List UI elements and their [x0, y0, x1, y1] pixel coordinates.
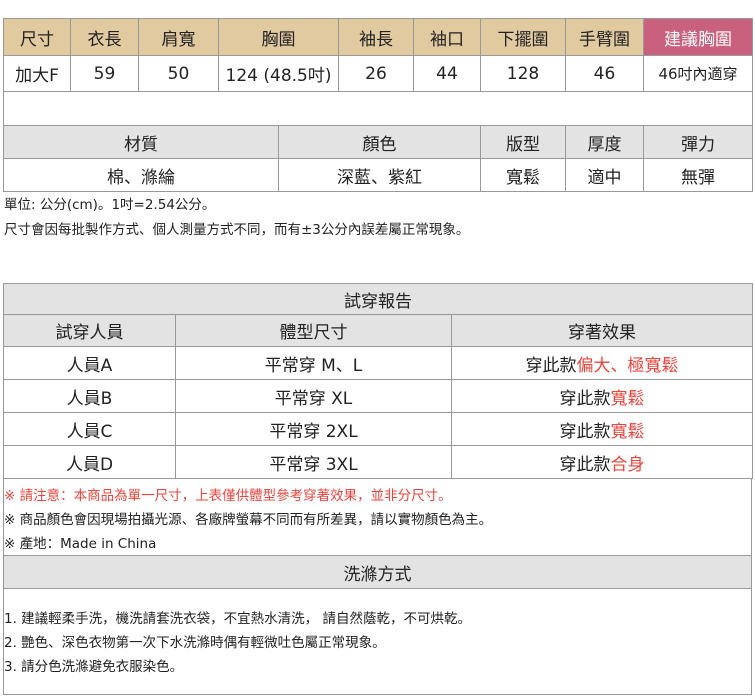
cell: 59 [70, 55, 139, 92]
fit-effect: 穿此款偏大、極寬鬆 [451, 346, 753, 380]
header-cell-highlight: 建議胸圍 [643, 18, 753, 56]
cell: 46吋內適穿 [643, 55, 753, 92]
fit-effect: 穿此款寬鬆 [451, 379, 753, 413]
effect-value: 偏大、極寬鬆 [576, 355, 679, 376]
person: 人員C [3, 412, 176, 446]
header-cell: 胸圍 [218, 18, 339, 56]
header-cell: 彈力 [643, 125, 753, 159]
washing-box [3, 588, 752, 695]
cell: 無彈 [643, 158, 753, 192]
fit-report-table: 試穿報告 試穿人員 體型尺寸 穿著效果 人員A 平常穿 M、L 穿此款偏大、極寬鬆 … [3, 283, 753, 479]
header-cell: 穿著效果 [451, 314, 753, 347]
unit-note: 單位: 公分(cm)。1吋=2.54公分。 [4, 197, 216, 213]
header-cell: 袖口 [413, 18, 481, 56]
person: 人員A [3, 346, 176, 380]
header-cell: 版型 [480, 125, 566, 159]
cell: 26 [338, 55, 414, 92]
washing-item: 1. 建議輕柔手洗，機洗請套洗衣袋，不宜熱水清洗， 請自然蔭乾，不可烘乾。 [4, 611, 471, 627]
cell: 適中 [565, 158, 644, 192]
fit-report-title: 試穿報告 [3, 283, 753, 315]
washing-title-table: 洗滌方式 [3, 555, 752, 589]
effect-prefix: 穿此款 [525, 355, 577, 376]
effect-prefix: 穿此款 [559, 454, 611, 475]
person: 人員D [3, 445, 176, 479]
header-cell: 尺寸 [3, 18, 71, 56]
fit-effect: 穿此款寬鬆 [451, 412, 753, 446]
effect-prefix: 穿此款 [559, 388, 611, 409]
cell: 44 [413, 55, 481, 92]
cell: 寬鬆 [480, 158, 566, 192]
washing-item: 3. 請分色洗滌避免衣服染色。 [4, 659, 184, 675]
washing-title: 洗滌方式 [3, 555, 752, 589]
effect-value: 寬鬆 [610, 388, 645, 409]
header-cell: 體型尺寸 [175, 314, 452, 347]
header-cell: 顏色 [278, 125, 481, 159]
header-cell: 材質 [3, 125, 279, 159]
color-note: ※ 商品顏色會因現場拍攝光源、各廠牌螢幕不同而有所差異，請以實物顏色為主。 [4, 512, 493, 528]
single-size-note: ※ 請注意：本商品為單一尺寸，上表僅供體型參考穿著效果，並非分尺寸。 [4, 488, 452, 504]
header-cell: 厚度 [565, 125, 644, 159]
cell: 50 [138, 55, 219, 92]
body-size: 平常穿 M、L [175, 346, 452, 380]
body-size: 平常穿 3XL [175, 445, 452, 479]
cell: 深藍、紫紅 [278, 158, 481, 192]
header-cell: 試穿人員 [3, 314, 176, 347]
header-cell: 手臂圍 [565, 18, 644, 56]
fit-effect: 穿此款合身 [451, 445, 753, 479]
header-cell: 下擺圍 [480, 18, 566, 56]
spec-table: 材質 顏色 版型 厚度 彈力 棉、滌綸 深藍、紫紅 寬鬆 適中 無彈 [3, 125, 753, 192]
person: 人員B [3, 379, 176, 413]
header-cell: 肩寬 [138, 18, 219, 56]
header-cell: 衣長 [70, 18, 139, 56]
effect-value: 寬鬆 [610, 421, 645, 442]
header-cell: 袖長 [338, 18, 414, 56]
size-table: 尺寸 衣長 肩寬 胸圍 袖長 袖口 下擺圍 手臂圍 建議胸圍 加大F 59 50… [3, 18, 753, 126]
spacer-row [3, 91, 753, 126]
cell: 加大F [3, 55, 71, 92]
body-size: 平常穿 XL [175, 379, 452, 413]
tolerance-note: 尺寸會因每批製作方式、個人測量方式不同，而有±3公分內誤差屬正常現象。 [4, 222, 470, 238]
washing-item: 2. 艷色、深色衣物第一次下水洗滌時偶有輕微吐色屬正常現象。 [4, 635, 386, 651]
effect-prefix: 穿此款 [559, 421, 611, 442]
effect-value: 合身 [610, 454, 645, 475]
cell: 128 [480, 55, 566, 92]
cell: 124 (48.5吋) [218, 55, 339, 92]
cell: 棉、滌綸 [3, 158, 279, 192]
body-size: 平常穿 2XL [175, 412, 452, 446]
origin-note: ※ 產地：Made in China [4, 536, 157, 552]
cell: 46 [565, 55, 644, 92]
